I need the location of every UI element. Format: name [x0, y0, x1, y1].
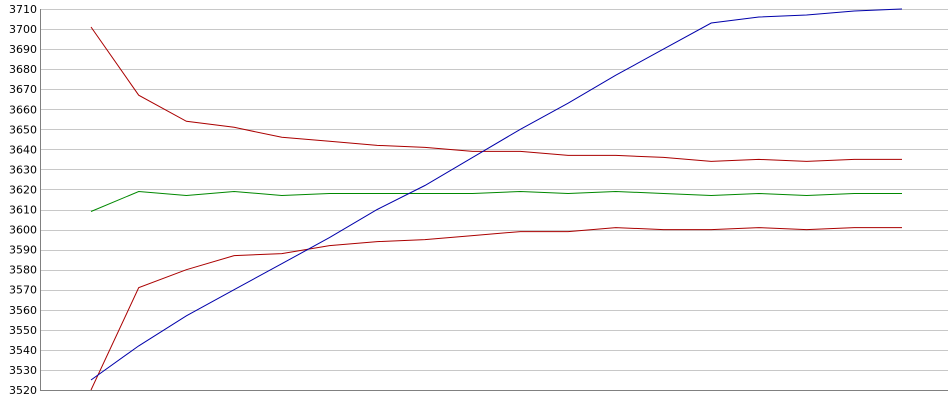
y-tick-label: 3680	[9, 63, 37, 76]
y-tick-label: 3520	[9, 384, 37, 397]
y-tick-label: 3610	[9, 204, 37, 217]
y-tick-label: 3650	[9, 123, 37, 136]
y-tick-label: 3630	[9, 163, 37, 176]
series-line-2	[90, 227, 902, 391]
series-line-4	[90, 8, 903, 381]
y-tick-label: 3670	[9, 83, 37, 96]
y-tick-label: 3600	[9, 224, 37, 237]
y-tick-label: 3660	[9, 103, 37, 116]
y-tick-label: 3580	[9, 264, 37, 277]
y-tick-label: 3590	[9, 244, 37, 257]
y-tick-label: 3570	[9, 284, 37, 297]
axis-layer	[40, 9, 948, 391]
series-line-1	[90, 26, 902, 162]
y-tick-label: 3640	[9, 143, 37, 156]
grid-layer	[40, 9, 948, 391]
series-layer	[90, 8, 903, 391]
series-line-3	[90, 190, 902, 212]
y-tick-label: 3530	[9, 364, 37, 377]
y-tick-label: 3620	[9, 183, 37, 196]
y-tick-label: 3560	[9, 304, 37, 317]
tick-label-layer: 3520 3530 3540 3550 3560 3570 3580 3590 3600 3610…	[9, 3, 37, 397]
y-tick-label: 3700	[9, 23, 37, 36]
y-tick-label: 3690	[9, 43, 37, 56]
y-tick-label: 3550	[9, 324, 37, 337]
y-tick-label: 3540	[9, 344, 37, 357]
y-tick-label: 3710	[9, 3, 37, 16]
